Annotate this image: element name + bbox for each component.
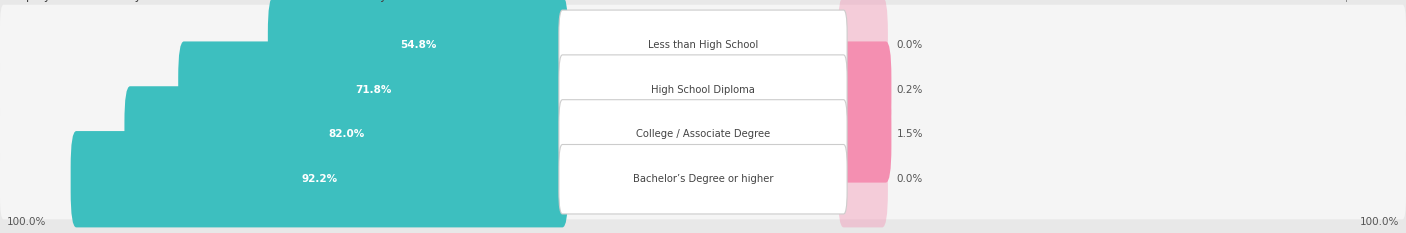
Text: 92.2%: 92.2% [301, 174, 337, 184]
Text: Less than High School: Less than High School [648, 40, 758, 50]
FancyBboxPatch shape [838, 131, 889, 227]
Text: College / Associate Degree: College / Associate Degree [636, 129, 770, 139]
FancyBboxPatch shape [269, 0, 568, 93]
FancyBboxPatch shape [179, 41, 568, 138]
FancyBboxPatch shape [0, 5, 1406, 85]
Text: 100.0%: 100.0% [1360, 217, 1399, 227]
Text: Bachelor’s Degree or higher: Bachelor’s Degree or higher [633, 174, 773, 184]
FancyBboxPatch shape [0, 94, 1406, 175]
Text: 0.0%: 0.0% [897, 174, 922, 184]
FancyBboxPatch shape [0, 49, 1406, 130]
Text: 54.8%: 54.8% [399, 40, 436, 50]
Text: 0.0%: 0.0% [897, 40, 922, 50]
FancyBboxPatch shape [560, 144, 846, 214]
FancyBboxPatch shape [70, 131, 568, 227]
Text: 100.0%: 100.0% [7, 217, 46, 227]
Text: 0.2%: 0.2% [897, 85, 922, 95]
FancyBboxPatch shape [125, 86, 568, 183]
Text: High School Diploma: High School Diploma [651, 85, 755, 95]
Text: 71.8%: 71.8% [354, 85, 391, 95]
Text: Source: ZipAtlas.com: Source: ZipAtlas.com [1295, 0, 1399, 2]
Text: Employment Status by Educational Attainment in Martin County: Employment Status by Educational Attainm… [7, 0, 387, 2]
FancyBboxPatch shape [0, 139, 1406, 219]
FancyBboxPatch shape [560, 10, 846, 79]
FancyBboxPatch shape [838, 0, 889, 93]
Text: 1.5%: 1.5% [897, 129, 922, 139]
FancyBboxPatch shape [838, 86, 891, 183]
FancyBboxPatch shape [560, 55, 846, 124]
Text: 82.0%: 82.0% [328, 129, 364, 139]
FancyBboxPatch shape [560, 100, 846, 169]
FancyBboxPatch shape [838, 41, 891, 138]
